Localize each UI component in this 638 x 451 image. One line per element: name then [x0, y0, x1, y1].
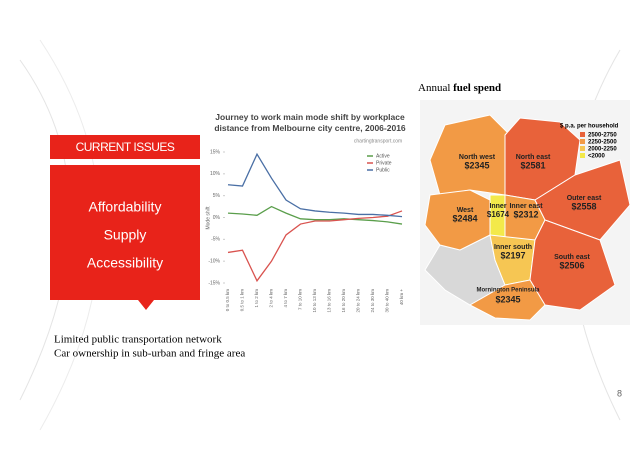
map-legend: $ p.a. per household 2500-2750 2250-2500… [560, 124, 619, 160]
series-line [227, 152, 403, 218]
note: Car ownership in sub-urban and fringe ar… [54, 348, 245, 360]
map-title-bold: fuel spend [453, 82, 501, 94]
legend-label: <2000 [588, 154, 606, 160]
issues-header-bg [50, 135, 200, 159]
y-tick-label: 15% [210, 149, 221, 155]
issue: Affordability [89, 199, 162, 215]
y-tick-label: 0% [213, 215, 221, 221]
region-value: $1674 [487, 210, 510, 219]
map-title-prefix: Annual [418, 82, 450, 94]
x-tick-label: 40 km + [399, 289, 404, 306]
x-tick-label: 2 to 4 km [269, 289, 274, 308]
region [424, 189, 491, 251]
map-labels: North west $2345 North east $2581 West $… [452, 154, 601, 305]
region-name: North east [516, 154, 551, 161]
issues-box [50, 165, 200, 300]
region-name: Inner east [509, 203, 543, 210]
region-value: $2312 [513, 209, 538, 219]
region-value: $2581 [520, 160, 545, 170]
page-number: 8 [617, 388, 622, 398]
x-tick-label: 16 to 20 km [341, 289, 346, 313]
series-line [227, 210, 403, 283]
legend-label: 2500-2750 [588, 133, 617, 139]
region [468, 279, 546, 321]
y-tick-label: -15% [208, 280, 220, 286]
x-tick-label: 4 to 7 km [283, 289, 288, 308]
region-value: $2345 [495, 294, 520, 304]
x-tick-label: 20 to 24 km [356, 289, 361, 313]
map-regions [424, 114, 631, 321]
issues-header: CURRENT ISSUES [76, 140, 175, 154]
map-title: Annual fuel spend [418, 82, 501, 94]
region-name: Outer east [567, 195, 602, 202]
region-name: Inner south [494, 244, 532, 251]
region-value: $2345 [464, 160, 489, 170]
x-tick-label: 0 to 0.5 km [225, 289, 230, 312]
legend-label: 2000-2250 [588, 147, 617, 153]
region-value: $2506 [559, 260, 584, 270]
y-tick-label: -10% [208, 258, 220, 264]
x-tick-label: 30 to 40 km [385, 289, 390, 313]
region-value: $2558 [571, 201, 596, 211]
region-name: Inner [489, 203, 506, 210]
region-name: South east [554, 254, 590, 261]
x-tick-label: 0.5 to 1 km [240, 289, 245, 312]
region-name: Mornington Peninsula [477, 288, 541, 294]
pointer [138, 300, 154, 310]
legend-title: $ p.a. per household [560, 124, 619, 130]
legend-swatch [580, 153, 585, 158]
x-tick-label: 1 to 2 km [254, 289, 259, 308]
region-value: $2197 [500, 250, 525, 260]
legend-swatch [580, 146, 585, 151]
series-line [227, 205, 403, 225]
legend-swatch [580, 139, 585, 144]
issue: Accessibility [87, 255, 163, 271]
x-tick-label: 10 to 13 km [312, 289, 317, 313]
chart-title: Journey to work main mode shift by workp… [214, 112, 406, 133]
x-tick-label: 7 to 10 km [298, 289, 303, 310]
legend-label: Private [376, 160, 392, 166]
region-value: $2484 [452, 213, 477, 223]
x-tick-label: 24 to 30 km [370, 289, 375, 313]
y-tick-label: -5% [211, 237, 220, 243]
region-name: West [457, 207, 474, 214]
x-tick-label: 13 to 16 km [327, 289, 332, 313]
legend-label: Public [376, 167, 390, 173]
chart-source: chartingtransport.com [354, 138, 402, 144]
legend-swatch [580, 132, 585, 137]
region [429, 114, 511, 196]
region-name: North west [459, 154, 496, 161]
legend-label: Active [376, 153, 390, 159]
issue: Supply [104, 227, 147, 243]
y-axis-label: Mode shift [205, 206, 211, 230]
legend-label: 2250-2500 [588, 140, 617, 146]
note: Limited public transportation network [54, 334, 222, 346]
y-tick-label: 10% [210, 171, 221, 177]
y-tick-label: 5% [213, 193, 221, 199]
